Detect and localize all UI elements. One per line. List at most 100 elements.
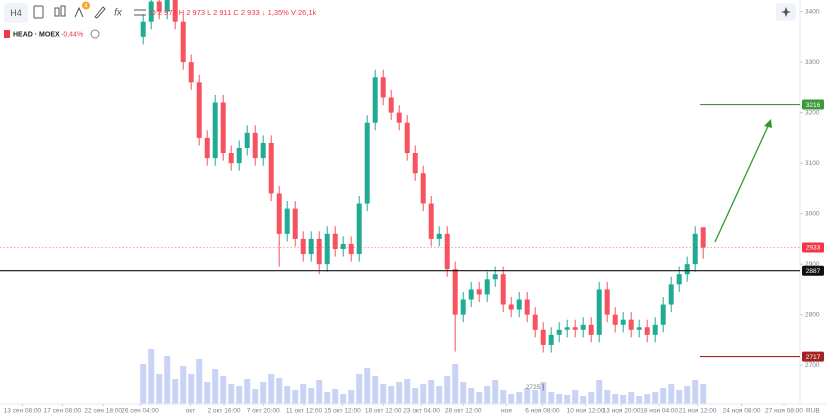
volume-bar [684, 386, 691, 404]
candle-body [404, 122, 410, 154]
volume-bar [652, 392, 659, 404]
drawings-button[interactable] [74, 6, 84, 18]
candle-body [476, 289, 482, 295]
fx-button[interactable]: fx [114, 8, 123, 19]
candle-body [628, 319, 634, 330]
volume-bar [244, 379, 251, 404]
volume-bar [180, 366, 187, 404]
candle-body [236, 147, 242, 164]
price-level-label: 2933 [806, 245, 821, 252]
y-tick-label: 3100 [805, 160, 820, 167]
candle-body [676, 274, 682, 285]
volume-bar [596, 380, 603, 404]
compare-button[interactable] [33, 5, 44, 19]
candle-body [580, 324, 586, 330]
y-tick-label: 3300 [805, 59, 820, 66]
x-tick-label: 18 ноя 04:00 [640, 408, 678, 415]
volume-bar [348, 390, 355, 404]
y-tick-label: 2800 [805, 311, 820, 318]
volume-bar [532, 390, 539, 404]
candle-body [436, 233, 442, 239]
price-level-box [802, 242, 824, 253]
candle-body [372, 77, 378, 123]
volume-bar [508, 394, 515, 404]
candle-body [692, 233, 698, 265]
volume-bar [308, 388, 315, 404]
candle-body [548, 334, 554, 345]
volume-bar [140, 364, 147, 404]
volume-bar [372, 376, 379, 404]
volume-bar [516, 392, 523, 404]
volume-bar [396, 382, 403, 404]
candle-body [420, 173, 426, 204]
legend-swatch [4, 30, 10, 38]
interval-button[interactable] [4, 3, 28, 23]
candle-body [164, 0, 170, 12]
candle-body [684, 264, 690, 275]
legend-settings[interactable] [90, 29, 100, 39]
volume-bar [636, 396, 643, 404]
x-tick-label: 13 ноя 20:00 [603, 408, 641, 415]
candle-body [700, 227, 706, 248]
x-tick-label: 23 окт 04:00 [403, 408, 440, 415]
candle-body [308, 238, 314, 255]
indicators-button[interactable] [54, 5, 66, 17]
volume-bar [604, 390, 611, 404]
currency: RUB [806, 408, 820, 415]
volume-bar [460, 382, 467, 404]
layout-button[interactable] [134, 9, 146, 16]
interval: H4 [10, 8, 22, 18]
candle-body [636, 327, 642, 330]
volume-bar [476, 392, 483, 404]
x-tick-label: 7 окт 20:00 [247, 408, 280, 415]
volume-bar [580, 396, 587, 404]
candle-body [188, 62, 194, 83]
x-tick-label: 22 сен 18:00 [84, 408, 122, 415]
volume-bar [356, 374, 363, 404]
legend: HEAD · MOEX -0,44% [4, 29, 100, 39]
x-tick-label: 27 ноя 08:00 [765, 408, 803, 415]
volume-bar [660, 388, 667, 404]
volume-bar [556, 394, 563, 404]
x-tick-label: 6 ноя 08:00 [525, 408, 560, 415]
candle-body [484, 279, 490, 295]
candle-body [156, 1, 162, 12]
price-level-label: 2887 [806, 268, 821, 275]
candle-body [364, 122, 370, 204]
candle-body [556, 329, 562, 335]
candle-body [316, 238, 322, 265]
brush-button[interactable] [94, 6, 106, 19]
candle-body [284, 208, 290, 234]
candle-body [540, 329, 546, 345]
volume-bar [292, 390, 299, 404]
x-tick-label: 10 ноя 12:00 [567, 408, 605, 415]
volume-bar [252, 389, 259, 404]
candle-body [340, 243, 346, 249]
candle-body [524, 299, 530, 315]
x-tick-label: 21 ноя 12:00 [679, 408, 717, 415]
volume-bar [484, 386, 491, 404]
candle-body [508, 304, 514, 310]
candle-body [500, 274, 506, 305]
candle-body [532, 314, 538, 330]
x-tick-label: 18 окт 12:00 [365, 408, 402, 415]
volume-bar [364, 368, 371, 404]
candle-body [172, 0, 178, 22]
volume-bar [340, 394, 347, 404]
low-annotation: 2725 [526, 384, 541, 391]
candle-body [428, 203, 434, 239]
x-tick-label: 28 окт 12:00 [445, 408, 482, 415]
candle-body [332, 233, 338, 249]
candle-body [220, 102, 226, 154]
volume-bar [692, 380, 699, 404]
legend-change: -0,44% [61, 31, 83, 38]
candle-body [492, 274, 498, 280]
y-tick-label: 3000 [805, 210, 820, 217]
candle-body [516, 299, 522, 310]
volume-bar [148, 349, 155, 404]
candle-body [588, 324, 594, 335]
candle-body [356, 203, 362, 255]
y-tick-label: 3200 [805, 109, 820, 116]
candle-body [644, 327, 650, 335]
